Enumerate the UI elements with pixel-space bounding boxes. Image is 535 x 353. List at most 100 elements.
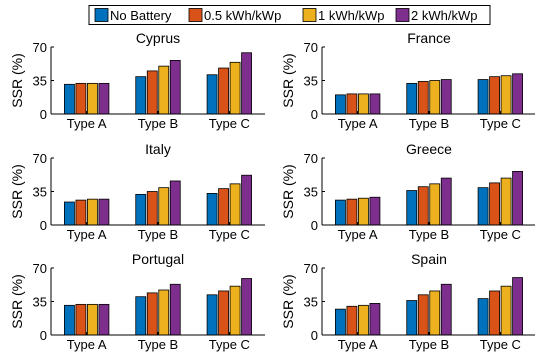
bar-cyprus-type-a-1-kwh-kwp [87,82,98,115]
bar-italy-type-a-0-5-kwh-kwp [75,199,87,226]
bar-spain-type-b-2-kwh-kwp [440,283,452,336]
bar-spain-type-c-2-kwh-kwp [512,277,523,336]
y-tick-label: 70 [33,151,47,166]
y-tick-label: 35 [304,74,318,89]
bar-greece-type-a-1-kwh-kwp [358,197,369,226]
bar-spain-type-c-no-battery [477,298,489,336]
bar-spain-type-c-0-5-kwh-kwp [489,290,500,336]
y-tick-label: 35 [33,295,47,310]
x-tick-label-type-a: Type A [67,337,107,352]
chart-panels: 0 35 70 Type A Type B Type C Cyprus SSR (%) 0 35 7… [9,30,535,352]
y-tick-label: 70 [33,261,47,276]
bar-greece-type-b-0-5-kwh-kwp [417,186,429,226]
bar-italy-type-c-2-kwh-kwp [241,174,252,226]
bar-cyprus-type-c-2-kwh-kwp [241,52,252,115]
panel-title-cyprus: Cyprus [136,30,180,46]
x-tick-label-type-c: Type C [209,116,250,131]
y-tick-label: 0 [311,107,318,122]
legend-label-2-kwh-kwp: 2 kWh/kWp [411,8,477,23]
bar-cyprus-type-c-1-kwh-kwp [229,61,241,115]
bar-spain-type-a-0-5-kwh-kwp [346,305,358,336]
y-axis-label: SSR (%) [280,164,296,218]
bar-france-type-b-no-battery [406,82,418,115]
bar-portugal-type-a-0-5-kwh-kwp [75,303,87,336]
y-tick-label: 70 [304,40,318,55]
bar-spain-type-c-1-kwh-kwp [500,285,512,336]
y-axis-label: SSR (%) [280,274,296,328]
y-tick-label: 70 [33,40,47,55]
legend-swatch-2-kwh-kwp [395,8,410,22]
bar-italy-type-a-no-battery [64,201,75,226]
chart-legend: No Battery 0.5 kWh/kWp 1 kWh/kWp 2 kWh/kWp [88,5,491,25]
bar-greece-type-c-0-5-kwh-kwp [489,182,500,226]
bar-portugal-type-b-no-battery [135,296,147,336]
y-tick-label: 0 [40,107,47,122]
bar-portugal-type-b-2-kwh-kwp [169,283,181,336]
legend-swatch-no-battery [94,8,109,22]
bar-cyprus-type-c-no-battery [206,74,218,115]
x-tick-label-type-a: Type A [338,337,378,352]
y-tick-label: 35 [33,74,47,89]
bar-spain-type-b-no-battery [406,300,418,336]
panel-italy: 0 35 70 Type A Type B Type C Italy SSR (%) [9,141,265,242]
bar-cyprus-type-a-0-5-kwh-kwp [75,82,87,115]
y-axis-label: SSR (%) [9,53,25,107]
panel-france: 0 35 70 Type A Type B Type C France SSR (%) [280,30,535,131]
bar-france-type-c-0-5-kwh-kwp [489,76,500,115]
panel-cyprus: 0 35 70 Type A Type B Type C Cyprus SSR (%) [9,30,265,131]
legend-label-1-kwh-kwp: 1 kWh/kWp [318,8,384,23]
bar-france-type-c-2-kwh-kwp [512,73,523,115]
bar-cyprus-type-b-1-kwh-kwp [158,65,170,115]
bar-cyprus-type-b-2-kwh-kwp [169,60,181,115]
bar-portugal-type-c-0-5-kwh-kwp [218,290,229,336]
bar-france-type-b-2-kwh-kwp [440,79,452,115]
bar-france-type-a-1-kwh-kwp [358,93,369,115]
bar-greece-type-c-no-battery [477,187,489,226]
x-tick-label-type-b: Type B [138,116,178,131]
y-axis-label: SSR (%) [9,164,25,218]
x-tick-label-type-a: Type A [338,227,378,242]
panel-greece: 0 35 70 Type A Type B Type C Greece SSR (%) [280,141,535,242]
legend-label-0-5-kwh-kwp: 0.5 kWh/kWp [204,8,281,23]
x-tick-label-type-c: Type C [209,337,250,352]
bar-france-type-a-no-battery [335,94,346,115]
panel-portugal: 0 35 70 Type A Type B Type C Portugal SSR (%) [9,251,265,352]
bar-italy-type-c-no-battery [206,193,218,226]
bar-spain-type-a-2-kwh-kwp [369,303,381,336]
x-tick-label-type-b: Type B [409,116,449,131]
bar-france-type-a-0-5-kwh-kwp [346,93,358,115]
bar-portugal-type-c-1-kwh-kwp [229,285,241,336]
bar-portugal-type-c-2-kwh-kwp [241,278,252,336]
bar-spain-type-a-1-kwh-kwp [358,304,369,336]
y-tick-label: 35 [304,185,318,200]
x-tick-label-type-c: Type C [209,227,250,242]
bar-portugal-type-b-1-kwh-kwp [158,289,170,336]
x-tick-label-type-b: Type B [138,227,178,242]
bar-italy-type-b-2-kwh-kwp [169,180,181,226]
bar-greece-type-b-1-kwh-kwp [429,183,441,226]
bar-spain-type-b-1-kwh-kwp [429,290,441,336]
bar-portugal-type-a-1-kwh-kwp [87,303,98,336]
y-axis-label: SSR (%) [280,53,296,107]
bar-greece-type-c-2-kwh-kwp [512,170,523,226]
y-tick-label: 0 [40,218,47,233]
y-tick-label: 35 [304,295,318,310]
x-tick-label-type-b: Type B [138,337,178,352]
x-tick-label-type-c: Type C [480,337,521,352]
bar-italy-type-a-2-kwh-kwp [98,198,110,226]
bar-portugal-type-b-0-5-kwh-kwp [146,292,158,336]
bar-italy-type-b-no-battery [135,193,147,226]
bar-greece-type-b-no-battery [406,190,418,226]
x-tick-label-type-a: Type A [67,116,107,131]
panel-title-portugal: Portugal [132,251,184,267]
legend-label-no-battery: No Battery [110,8,172,23]
panel-title-spain: Spain [411,251,447,267]
bar-france-type-b-1-kwh-kwp [429,80,441,115]
x-tick-label-type-b: Type B [409,227,449,242]
bar-italy-type-a-1-kwh-kwp [87,198,98,226]
bar-cyprus-type-b-0-5-kwh-kwp [146,70,158,115]
bar-italy-type-b-0-5-kwh-kwp [146,191,158,226]
x-tick-label-type-c: Type C [480,116,521,131]
bar-greece-type-a-0-5-kwh-kwp [346,198,358,226]
